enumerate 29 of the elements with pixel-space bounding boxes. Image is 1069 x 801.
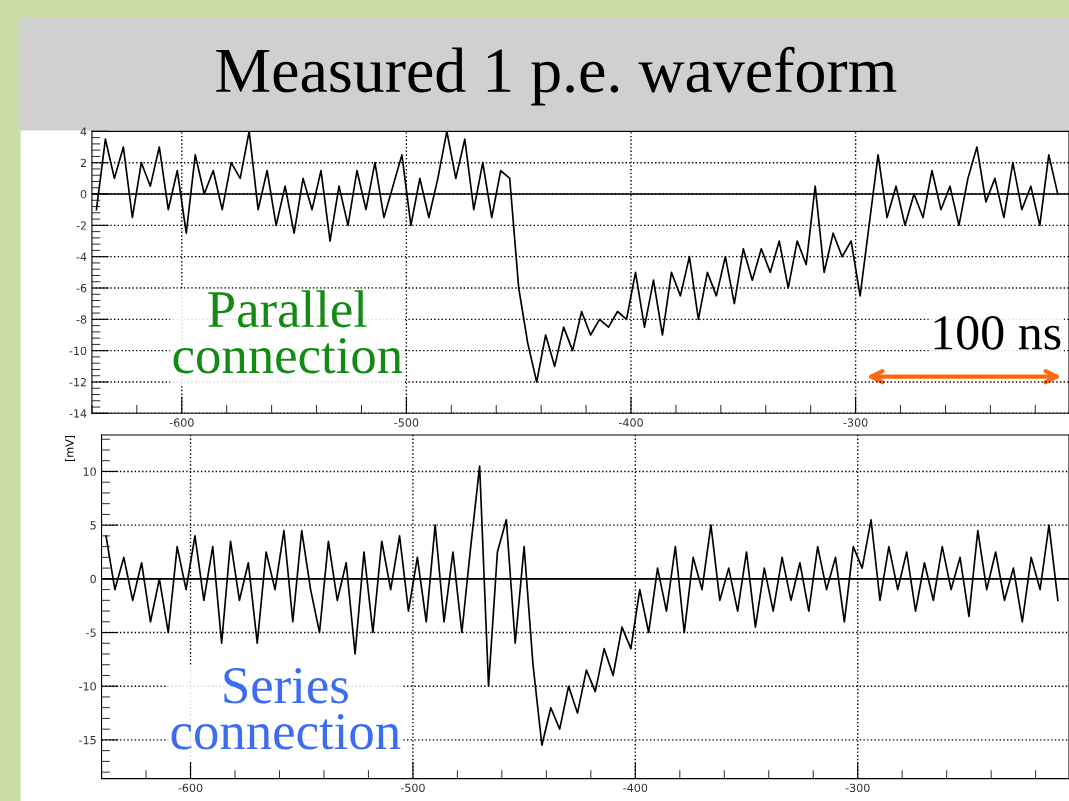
annotation: Series connection [171,668,401,750]
y-tick-label: -4 [76,252,87,261]
y-tick-label: -8 [76,315,87,324]
y-tick-label: -2 [76,221,86,230]
y-tick-label: -12 [69,377,86,387]
y-tick-label: 10 [83,467,96,476]
x-tick-label: -400 [618,418,643,427]
x-tick-label: -600 [178,783,203,793]
y-tick-label: -14 [69,409,87,418]
x-tick-label: -400 [623,783,648,793]
x-tick-label: -300 [843,418,868,427]
x-tick-label: -600 [169,418,194,427]
x-tick-label: -500 [400,783,425,793]
y-tick-label: 4 [80,127,87,136]
y-axis-title: [mV] [65,435,75,462]
x-tick-label: -300 [845,783,870,793]
y-tick-label: 0 [90,574,96,584]
chart-title: Measured 1 p.e. waveform [216,46,897,106]
y-tick-label: -10 [79,682,96,691]
annotation: 100 ns [934,315,1061,350]
y-tick-label: 5 [90,521,96,530]
y-tick-label: -15 [79,736,96,745]
y-tick-label: -6 [76,283,87,293]
y-tick-label: -5 [86,628,96,637]
y-tick-label: -10 [69,346,87,356]
y-tick-label: 0 [80,189,87,199]
annotation: Parallel connection [173,290,403,374]
x-tick-label: -500 [394,418,419,427]
y-tick-label: 2 [80,158,86,167]
